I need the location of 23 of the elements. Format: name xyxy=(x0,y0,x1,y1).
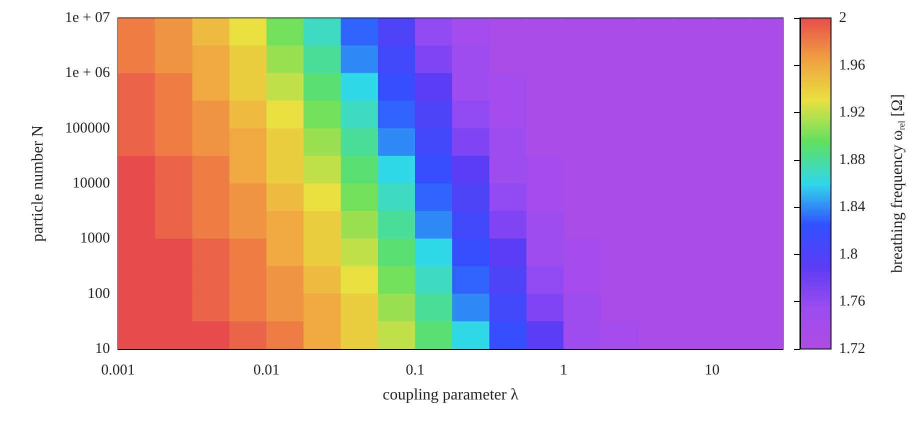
color-bar-label: 1.96 xyxy=(839,57,866,74)
color-bar-label: 1.72 xyxy=(839,341,866,357)
y-tick-label: 100000 xyxy=(65,120,110,136)
y-tick-label: 10 xyxy=(95,341,110,357)
color-bar-label: 1.8 xyxy=(839,246,858,262)
y-tick-label: 100 xyxy=(88,286,110,302)
color-bar-label: 1.76 xyxy=(839,294,866,310)
y-tick-label: 1e + 06 xyxy=(64,65,110,82)
x-axis-title: coupling parameter λ xyxy=(382,386,519,404)
x-tick-label: 1 xyxy=(560,362,568,378)
color-bar-label: 1.92 xyxy=(839,104,866,121)
color-bar-title: breathing frequency ωrel [Ω] xyxy=(889,94,906,273)
y-tick-label: 1e + 07 xyxy=(64,10,110,26)
color-bar-label: 2 xyxy=(839,10,846,26)
x-tick-label: 0.1 xyxy=(406,362,424,378)
y-axis-title: particle number N xyxy=(30,124,46,242)
y-tick-label: 10000 xyxy=(72,176,110,192)
y-tick-label: 1000 xyxy=(80,230,110,247)
color-bar-label: 1.84 xyxy=(839,199,866,216)
x-tick-label: 0.001 xyxy=(101,362,135,378)
color-bar-label: 1.88 xyxy=(839,152,866,168)
x-tick-label: 10 xyxy=(704,362,720,378)
x-tick-label: 0.01 xyxy=(253,362,280,378)
